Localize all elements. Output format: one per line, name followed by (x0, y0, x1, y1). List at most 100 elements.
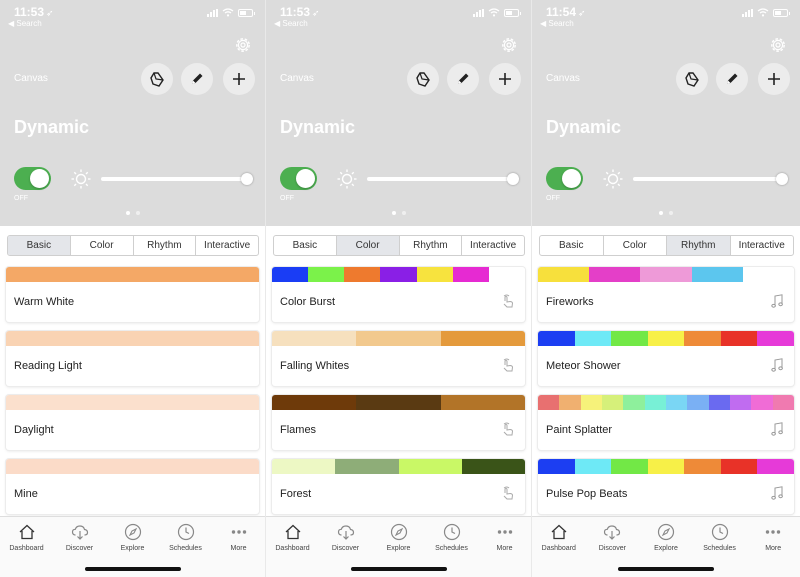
color-swatch (647, 459, 685, 474)
color-swatch (335, 459, 399, 474)
brightness-slider[interactable] (633, 173, 788, 185)
tab-color[interactable]: Color (69, 236, 133, 255)
color-swatch (461, 459, 525, 474)
add-button[interactable] (489, 63, 521, 95)
color-swatch (398, 459, 462, 474)
gear-icon[interactable] (499, 35, 519, 55)
touch-icon (503, 422, 514, 436)
tab-rhythm[interactable]: Rhythm (132, 236, 196, 255)
scene-color-stripe (6, 267, 259, 282)
edit-button[interactable] (181, 63, 213, 95)
power-toggle[interactable] (546, 167, 583, 190)
scene-list: Color Burst Falling Whites Flames Forest (272, 267, 525, 523)
scene-name: Reading Light (14, 360, 82, 372)
tab-bar-item-explore[interactable]: Explore (372, 517, 425, 577)
layout-shapes-button[interactable] (676, 63, 708, 95)
back-to-search-link[interactable]: ◀ Search (274, 19, 308, 28)
pencil-icon (192, 73, 203, 84)
tab-bar-item-more[interactable]: More (478, 517, 531, 577)
brightness-slider[interactable] (101, 173, 253, 185)
tab-bar-item-explore[interactable]: Explore (106, 517, 159, 577)
page-title: Dynamic (14, 117, 90, 137)
tab-bar-item-more[interactable]: More (746, 517, 800, 577)
color-swatch (757, 331, 794, 346)
color-swatch (344, 267, 381, 282)
tab-bar-label: Discover (331, 545, 360, 552)
scene-color-stripe (538, 459, 794, 474)
color-swatch (272, 459, 336, 474)
scene-card[interactable]: Falling Whites (272, 331, 525, 386)
scene-card[interactable]: Warm White (6, 267, 259, 322)
layout-shapes-button[interactable] (141, 63, 173, 95)
scene-card[interactable]: Daylight (6, 395, 259, 450)
scene-name: Meteor Shower (546, 360, 621, 372)
scene-list: Warm White Reading Light Daylight Mine (6, 267, 259, 523)
power-toggle[interactable] (14, 167, 51, 190)
add-button[interactable] (223, 63, 255, 95)
tab-bar-item-dashboard[interactable]: Dashboard (0, 517, 53, 577)
tab-interactive[interactable]: Interactive (729, 236, 794, 255)
scene-card[interactable]: Flames (272, 395, 525, 450)
tab-bar-item-dashboard[interactable]: Dashboard (532, 517, 586, 577)
tab-basic[interactable]: Basic (559, 240, 584, 251)
phone-screen-1: 11:53 ➶ ◀ Search Canvas Dynamic OFF (0, 0, 266, 577)
slider-thumb[interactable] (776, 173, 788, 185)
tab-rhythm[interactable]: Rhythm (398, 236, 462, 255)
gear-icon[interactable] (233, 35, 253, 55)
color-swatch (380, 267, 417, 282)
tab-basic[interactable]: Basic (292, 240, 318, 251)
edit-button[interactable] (447, 63, 479, 95)
slider-thumb[interactable] (241, 173, 253, 185)
tab-color[interactable]: Color (602, 236, 667, 255)
scene-card[interactable]: Pulse Pop Beats (538, 459, 794, 514)
plus-icon (233, 73, 245, 85)
toggle-knob (296, 169, 315, 188)
tab-bar-label: Discover (65, 545, 94, 552)
tab-interactive[interactable]: Interactive (195, 236, 258, 255)
back-to-search-link[interactable]: ◀ Search (540, 19, 574, 28)
signal-icon (207, 8, 218, 17)
scene-card[interactable]: Forest (272, 459, 525, 514)
tab-bar-item-schedules[interactable]: Schedules (693, 517, 747, 577)
tab-bar-item-more[interactable]: More (212, 517, 265, 577)
scene-card[interactable]: Color Burst (272, 267, 525, 322)
gear-icon[interactable] (768, 35, 788, 55)
tab-color[interactable]: Color (335, 236, 399, 255)
scene-card[interactable]: Mine (6, 459, 259, 514)
scene-card[interactable]: Paint Splatter (538, 395, 794, 450)
scene-card[interactable]: Fireworks (538, 267, 794, 322)
music-icon (771, 358, 783, 372)
color-swatch (440, 395, 525, 410)
add-button[interactable] (758, 63, 790, 95)
tab-bar-item-discover[interactable]: Discover (586, 517, 640, 577)
tab-bar-item-discover[interactable]: Discover (53, 517, 106, 577)
tab-bar-label: Dashboard (9, 545, 44, 552)
tab-basic[interactable]: Basic (8, 236, 70, 255)
color-swatch (720, 459, 758, 474)
tab-interactive[interactable]: Interactive (461, 236, 524, 255)
tab-bar-item-schedules[interactable]: Schedules (425, 517, 478, 577)
edit-button[interactable] (716, 63, 748, 95)
status-bar-time: 11:54 ➶ (546, 5, 586, 19)
tab-bar-label: Schedules (703, 545, 736, 552)
color-swatch (538, 267, 590, 282)
power-toggle[interactable] (280, 167, 317, 190)
location-arrow-icon: ➶ (312, 8, 320, 18)
more-icon (497, 530, 512, 534)
tab-rhythm[interactable]: Rhythm (666, 236, 730, 255)
color-swatch (580, 395, 602, 410)
brightness-sun-icon (71, 169, 91, 189)
tab-bar-item-discover[interactable]: Discover (319, 517, 372, 577)
layout-shapes-button[interactable] (407, 63, 439, 95)
scene-color-stripe (6, 459, 259, 474)
page-dot (391, 211, 396, 215)
tab-bar-item-dashboard[interactable]: Dashboard (266, 517, 319, 577)
tab-bar-item-explore[interactable]: Explore (639, 517, 693, 577)
tab-bar-item-schedules[interactable]: Schedules (159, 517, 212, 577)
brightness-slider[interactable] (367, 173, 519, 185)
phone-screen-2: 11:53 ➶ ◀ Search Canvas Dynamic OFF (266, 0, 532, 577)
scene-card[interactable]: Meteor Shower (538, 331, 794, 386)
back-to-search-link[interactable]: ◀ Search (8, 19, 42, 28)
scene-card[interactable]: Reading Light (6, 331, 259, 386)
slider-thumb[interactable] (507, 173, 519, 185)
